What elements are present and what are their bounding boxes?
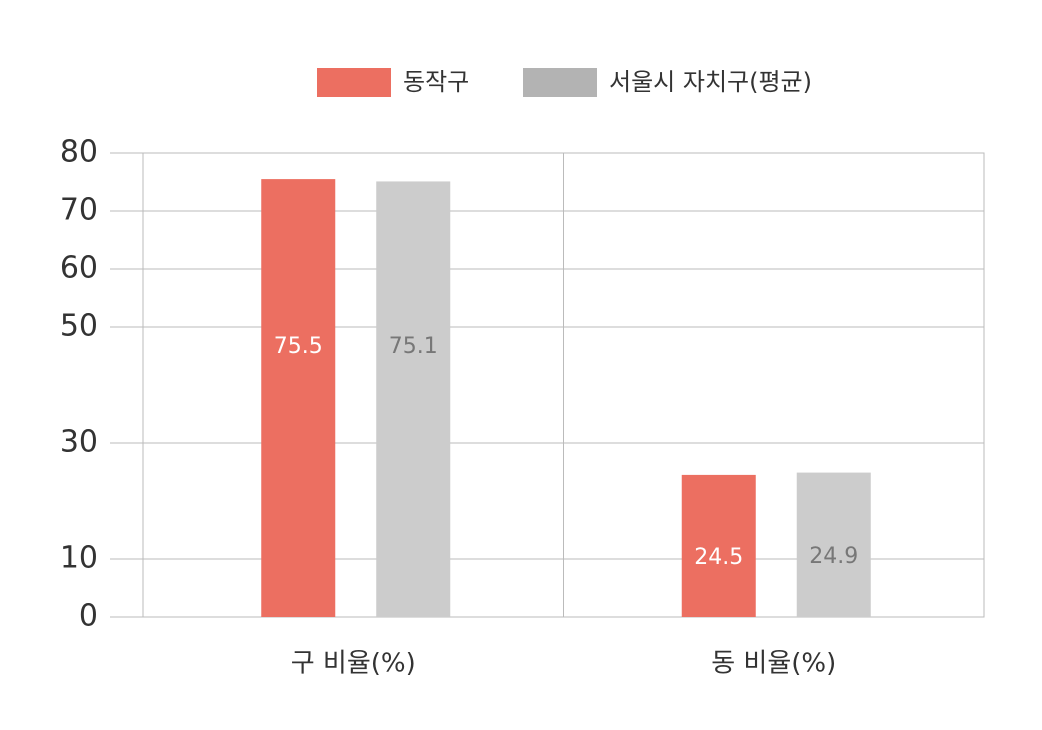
legend-swatch — [523, 68, 597, 97]
value-label: 75.5 — [274, 334, 323, 359]
bar — [681, 474, 756, 617]
value-label: 75.1 — [389, 334, 438, 359]
bar — [261, 179, 336, 617]
value-label: 24.5 — [694, 545, 743, 570]
bar — [376, 181, 451, 618]
legend-label: 동작구 — [403, 68, 469, 96]
y-tick-label: 30 — [60, 425, 98, 460]
y-tick-label: 50 — [60, 309, 98, 344]
value-label: 24.9 — [809, 544, 858, 569]
legend-label: 서울시 자치구(평균) — [609, 68, 812, 96]
y-tick-label: 70 — [60, 193, 98, 228]
bar — [796, 472, 871, 617]
x-tick-label: 구 비율(%) — [291, 649, 416, 679]
x-tick-label: 동 비율(%) — [711, 649, 836, 679]
y-tick-label: 0 — [79, 599, 98, 634]
y-tick-label: 10 — [60, 541, 98, 576]
y-tick-label: 60 — [60, 251, 98, 286]
y-tick-label: 80 — [60, 135, 98, 170]
legend-swatch — [317, 68, 391, 97]
